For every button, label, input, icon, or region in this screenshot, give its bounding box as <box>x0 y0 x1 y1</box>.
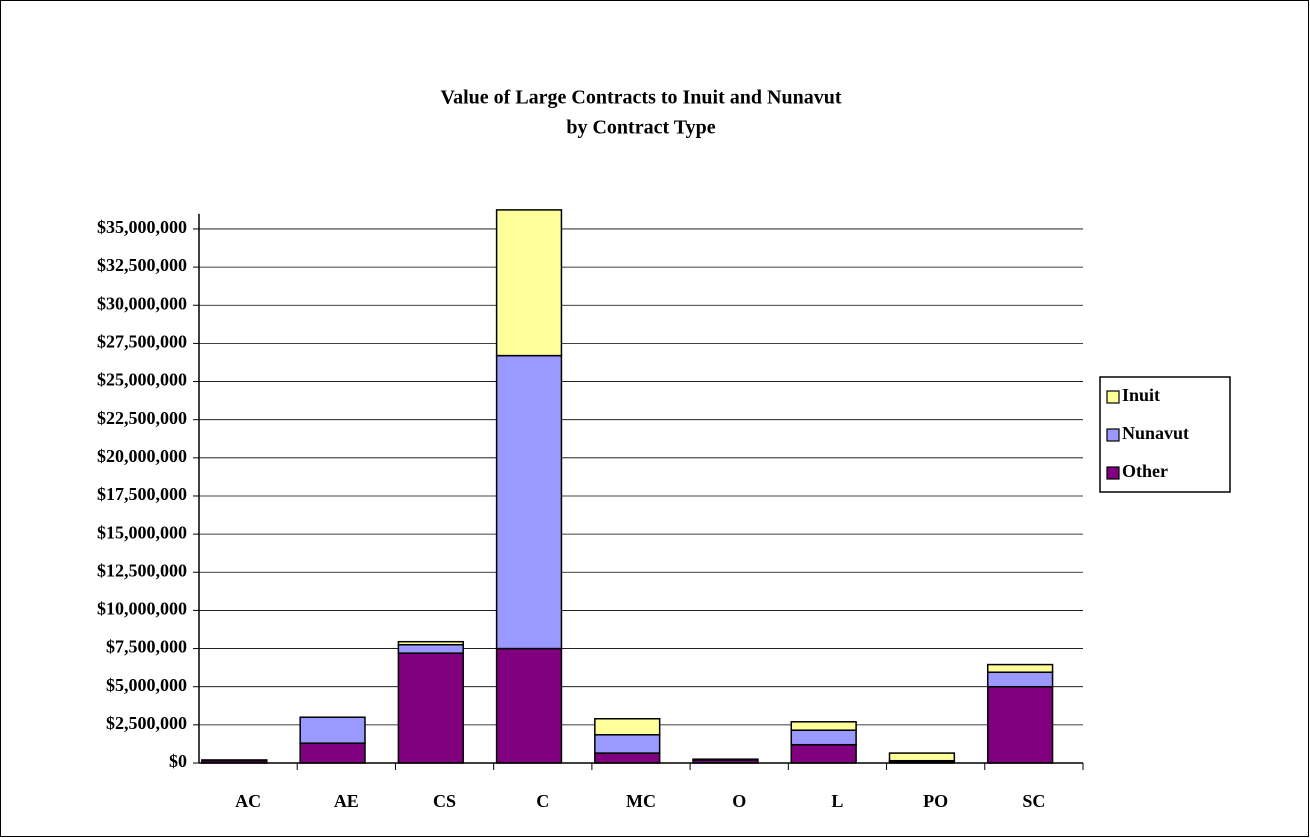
chart-title: Value of Large Contracts to Inuit and Nu… <box>441 87 842 109</box>
bar-segment <box>397 643 464 654</box>
bar-segment <box>986 671 1054 688</box>
y-tick-label: $12,500,000 <box>97 560 187 580</box>
x-tick-label: PO <box>923 791 948 811</box>
bar-segment <box>397 652 464 764</box>
y-tick-label: $10,000,000 <box>97 599 187 619</box>
y-tick-label: $22,500,000 <box>97 408 187 428</box>
y-tick-label: $15,000,000 <box>97 522 187 542</box>
y-tick-label: $2,500,000 <box>106 713 187 733</box>
legend-swatch <box>1106 390 1120 404</box>
x-tick-label: AE <box>334 791 359 811</box>
y-tick-label: $20,000,000 <box>97 446 187 466</box>
y-tick-label: $25,000,000 <box>97 370 187 390</box>
x-tick-label: O <box>732 791 746 811</box>
bar-segment <box>594 734 661 754</box>
bar-segment <box>594 752 661 764</box>
legend-swatch <box>1106 466 1120 480</box>
bar-segment <box>790 721 857 731</box>
bar-segment <box>397 640 464 646</box>
y-tick-label: $0 <box>169 751 187 771</box>
bar-segment <box>594 718 661 736</box>
legend-label: Nunavut <box>1122 423 1189 443</box>
legend-box <box>1099 376 1231 493</box>
bar-segment <box>790 743 857 764</box>
bar-segment <box>790 729 857 746</box>
chart-subtitle: by Contract Type <box>566 117 715 139</box>
y-tick-label: $27,500,000 <box>97 332 187 352</box>
x-tick-label: C <box>536 791 549 811</box>
x-tick-label: CS <box>433 791 456 811</box>
legend-label: Inuit <box>1122 385 1160 405</box>
bar-segment <box>495 209 563 357</box>
bar-segment <box>888 752 956 762</box>
y-tick-label: $17,500,000 <box>97 484 187 504</box>
y-tick-label: $32,500,000 <box>97 255 187 275</box>
bar-segment <box>986 685 1054 764</box>
y-tick-label: $5,000,000 <box>106 675 187 695</box>
x-tick-label: SC <box>1022 791 1045 811</box>
bar-segment <box>495 354 563 650</box>
y-tick-label: $35,000,000 <box>97 217 187 237</box>
x-tick-label: MC <box>626 791 656 811</box>
y-tick-label: $7,500,000 <box>106 637 187 657</box>
bar-segment <box>986 663 1054 673</box>
bar-segment <box>495 647 563 764</box>
y-tick-label: $30,000,000 <box>97 293 187 313</box>
bar-segment <box>299 716 366 744</box>
bar-segment <box>299 742 366 764</box>
legend-label: Other <box>1122 461 1168 481</box>
bar-segment <box>692 758 759 761</box>
legend-swatch <box>1106 428 1120 442</box>
x-tick-label: L <box>831 791 843 811</box>
x-tick-label: AC <box>235 791 261 811</box>
